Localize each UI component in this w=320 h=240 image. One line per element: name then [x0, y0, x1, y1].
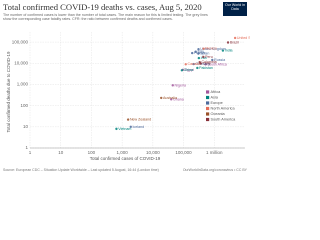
legend-swatch: [206, 95, 210, 100]
x-tick-label: 10: [58, 150, 64, 155]
x-tick-label: 10,000: [146, 150, 160, 155]
point: [194, 50, 197, 53]
y-tick-label: 100,000: [12, 39, 29, 44]
point: [202, 55, 205, 59]
y-tick-label: 1: [25, 145, 28, 150]
legend-label: Africa: [211, 90, 222, 94]
chart: Total confirmed cases of COVID-19 Total …: [3, 32, 250, 172]
point-label: South Africa: [207, 62, 226, 66]
point: [211, 58, 214, 62]
legend-label: South America: [211, 118, 237, 122]
point-label: United States: [237, 36, 250, 40]
point: [226, 41, 230, 44]
x-tick-label: 1,000: [117, 150, 129, 155]
source: Source: European CDC – Situation Update …: [3, 168, 159, 172]
point-label: Pakistan: [199, 66, 213, 70]
point: [197, 52, 200, 55]
point: [184, 63, 187, 66]
point-label: Egypt: [185, 68, 194, 72]
point-label: India: [225, 49, 233, 53]
y-tick-label: 100: [20, 103, 28, 108]
legend-swatch: [206, 106, 210, 111]
legend-swatch: [206, 112, 210, 116]
x-tick-label: 100: [88, 150, 96, 155]
point-label: Nigeria: [175, 83, 186, 87]
point-label: United Kingdom: [200, 47, 226, 51]
point: [202, 47, 205, 50]
point-label: Germany: [195, 62, 210, 66]
point-label: New Zealand: [130, 118, 151, 122]
point: [126, 118, 130, 121]
point-label: Iran: [201, 56, 207, 60]
point: [204, 63, 207, 66]
point: [233, 36, 237, 40]
legend-label: North America: [211, 107, 236, 111]
point: [192, 62, 195, 66]
x-tick-label: 100,000: [175, 150, 192, 155]
legend-label: Oceania: [211, 112, 226, 116]
point-label: Brazil: [230, 40, 239, 44]
point: [191, 51, 194, 55]
point-label: Peru: [205, 55, 213, 59]
x-axis-label: Total confirmed cases of COVID-19: [90, 156, 161, 161]
point-label: Vietnam: [118, 127, 131, 131]
y-tick-label: 10: [23, 124, 29, 129]
point-label: Ghana: [173, 97, 184, 101]
point: [170, 98, 173, 101]
point: [115, 127, 118, 131]
point-label: Canada: [188, 62, 201, 66]
chart-title: Total confirmed COVID-19 deaths vs. case…: [3, 2, 202, 12]
point: [199, 62, 202, 65]
point: [160, 96, 163, 100]
logo: Our World in Data: [223, 2, 247, 16]
point: [197, 56, 201, 60]
point: [196, 66, 199, 70]
point-label: Colombia: [201, 60, 216, 64]
point-label: Mexico: [205, 47, 216, 51]
point-label: Chile: [203, 61, 211, 65]
point-label: Russia: [214, 58, 225, 62]
x-tick-label: 1: [29, 150, 32, 155]
y-tick-label: 10,000: [14, 60, 28, 65]
y-axis-label: Total confirmed deaths due to COVID-19: [6, 51, 11, 133]
point-label: Australia: [163, 96, 177, 100]
point-label: Iceland: [133, 125, 145, 129]
point-label: China: [184, 68, 193, 72]
point-label: France: [194, 51, 205, 55]
point: [171, 84, 174, 87]
legend-label: Europe: [211, 101, 223, 105]
point: [221, 49, 225, 52]
point-label: Spain: [200, 52, 209, 56]
y-tick-label: 1,000: [17, 82, 29, 87]
point: [180, 69, 184, 72]
legend-swatch: [206, 90, 210, 94]
point: [129, 125, 132, 129]
legend-swatch: [206, 117, 210, 122]
page: Total confirmed COVID-19 deaths vs. case…: [3, 2, 250, 172]
point: [197, 47, 200, 51]
source-link: OurWorldInData.org/coronavirus • CC BY: [183, 168, 248, 172]
chart-subtitle: The number of confirmed cases is lower t…: [3, 13, 208, 22]
point-label: Italy: [197, 50, 204, 54]
legend-label: Asia: [211, 96, 219, 100]
x-tick-label: 1 million: [206, 150, 223, 155]
legend-swatch: [206, 101, 210, 105]
